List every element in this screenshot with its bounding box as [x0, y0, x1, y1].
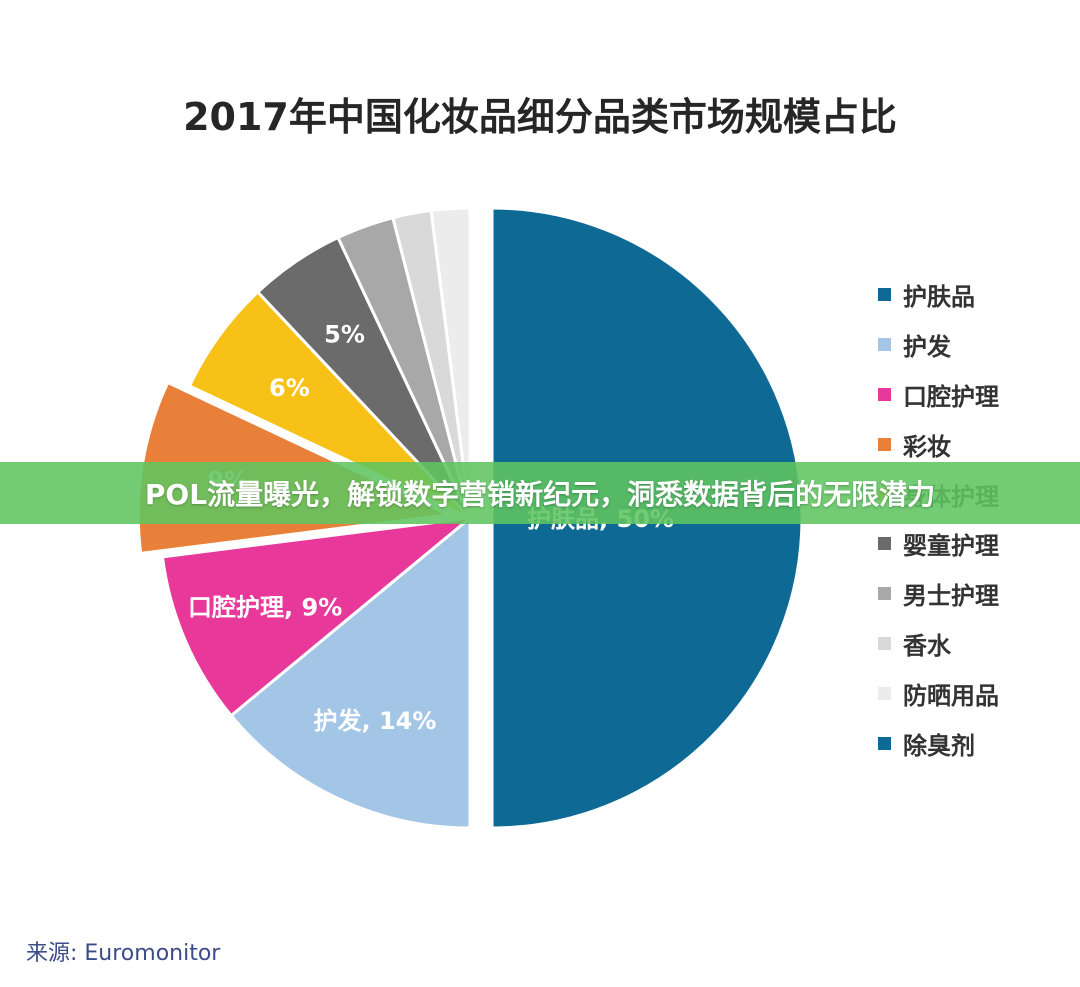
legend-item-男士护理: 男士护理	[878, 569, 999, 619]
overlay-banner: POL流量曝光，解锁数字营销新纪元，洞悉数据背后的无限潜力	[0, 462, 1080, 524]
legend-label: 护肤品	[903, 283, 975, 312]
chart-title: 2017年中国化妆品细分品类市场规模占比	[183, 95, 897, 139]
legend-label: 彩妆	[903, 432, 951, 461]
legend-swatch	[878, 437, 891, 451]
legend-swatch	[878, 537, 891, 551]
legend-item-防晒用品: 防晒用品	[878, 668, 999, 718]
legend-item-香水: 香水	[878, 619, 999, 669]
slice-label-护发: 护发, 14%	[314, 707, 437, 735]
legend-label: 除臭剂	[903, 731, 975, 760]
slice-label-婴童护理: 5%	[324, 320, 365, 348]
legend-swatch	[878, 736, 891, 750]
slice-label-身体护理: 6%	[269, 374, 310, 402]
legend-swatch	[878, 387, 891, 401]
legend-label: 香水	[903, 631, 951, 660]
source-note: 来源: Euromonitor	[26, 941, 221, 966]
legend-swatch	[878, 338, 891, 352]
banner-text: POL流量曝光，解锁数字营销新纪元，洞悉数据背后的无限潜力	[144, 478, 936, 511]
legend-label: 防晒用品	[903, 681, 999, 710]
legend-swatch	[878, 288, 891, 302]
legend-label: 口腔护理	[903, 382, 999, 411]
legend-item-除臭剂: 除臭剂	[878, 718, 999, 768]
legend-swatch	[878, 587, 891, 601]
pie-slice-口腔护理	[160, 515, 475, 718]
pie-slice-护发	[229, 514, 472, 830]
legend-label: 护发	[903, 333, 951, 362]
legend-item-护肤品: 护肤品	[878, 270, 999, 320]
legend-item-婴童护理: 婴童护理	[878, 519, 999, 569]
legend-swatch	[878, 636, 891, 650]
slice-label-口腔护理: 口腔护理, 9%	[188, 594, 342, 622]
legend-item-口腔护理: 口腔护理	[878, 370, 999, 420]
legend-item-彩妆: 彩妆	[878, 419, 999, 469]
legend-label: 男士护理	[903, 582, 999, 611]
legend-label: 婴童护理	[903, 532, 999, 561]
pie-slice-防晒用品	[429, 206, 472, 519]
legend-item-护发: 护发	[878, 320, 999, 370]
legend-swatch	[878, 686, 891, 700]
